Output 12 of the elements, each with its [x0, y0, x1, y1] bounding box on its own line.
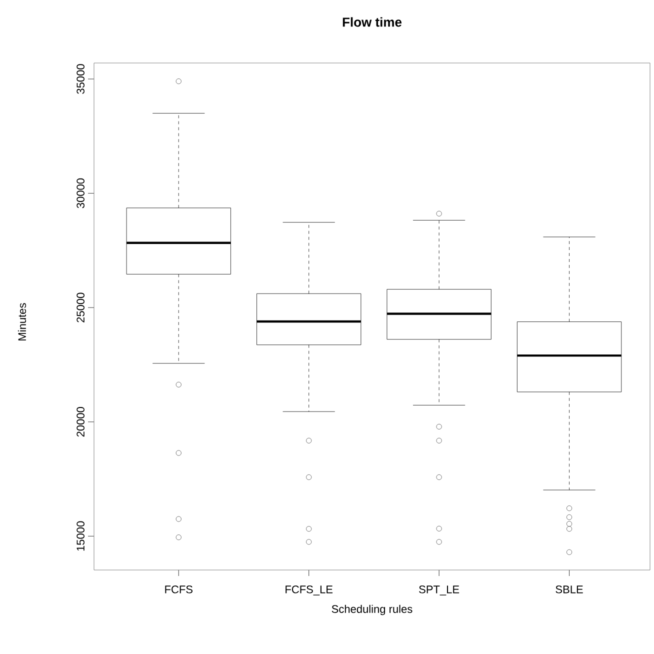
- y-tick-label: 25000: [76, 292, 84, 322]
- y-tick-label: 35000: [76, 64, 84, 94]
- x-axis-title: Scheduling rules: [332, 604, 412, 616]
- y-tick-label: 30000: [76, 178, 84, 208]
- x-tick-label: FCFS_LE: [286, 586, 333, 596]
- x-tick-label: FCFS: [165, 586, 192, 594]
- chart-title: Flow time: [342, 17, 402, 27]
- x-tick-label: SBLE: [556, 586, 583, 594]
- x-tick-label: SPT_LE: [419, 586, 460, 596]
- y-axis-title: Minutes: [18, 303, 26, 340]
- y-tick-label: 15000: [76, 521, 84, 551]
- y-tick-label: 20000: [76, 407, 84, 437]
